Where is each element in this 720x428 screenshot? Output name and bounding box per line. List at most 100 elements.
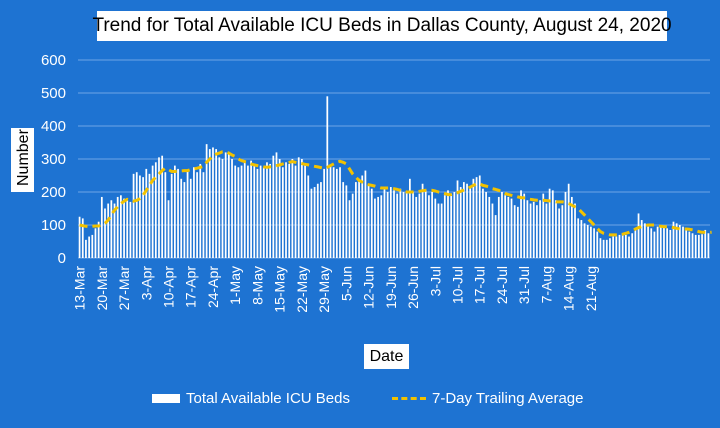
bar <box>561 205 564 258</box>
bar <box>570 196 573 258</box>
x-tick-label: 26-Jun <box>405 266 421 309</box>
bar <box>659 225 662 258</box>
x-tick-label: 1-May <box>227 266 243 305</box>
bar <box>402 192 405 258</box>
bar <box>494 215 497 258</box>
bar <box>453 192 456 258</box>
bar <box>624 234 627 258</box>
bar <box>675 223 678 258</box>
bar <box>218 157 221 258</box>
bar <box>154 162 157 258</box>
bar <box>193 167 195 258</box>
bar <box>307 175 310 258</box>
bar <box>323 168 326 258</box>
bar <box>389 187 392 258</box>
bar <box>224 152 227 258</box>
chart-legend: Total Available ICU Beds 7-Day Trailing … <box>0 388 720 408</box>
bar <box>418 193 421 258</box>
bar <box>526 200 529 258</box>
bar <box>650 228 653 258</box>
bar <box>329 165 332 258</box>
x-tick-label: 12-Jun <box>361 266 377 309</box>
bar <box>472 178 475 258</box>
bar <box>666 228 668 258</box>
bar <box>548 188 551 258</box>
bar <box>256 168 259 258</box>
bar <box>259 165 262 258</box>
bar <box>348 200 351 258</box>
x-tick-label: 5-Jun <box>338 266 354 301</box>
bar <box>586 225 589 258</box>
x-tick-label: 8-May <box>249 266 265 305</box>
chart-title: Trend for Total Available ICU Beds in Da… <box>92 11 672 41</box>
bar <box>370 188 373 258</box>
bar <box>462 182 465 258</box>
bar <box>704 229 707 258</box>
bar <box>345 185 348 258</box>
y-tick-label: 500 <box>41 85 66 102</box>
bar <box>377 196 379 258</box>
bar <box>707 233 710 258</box>
bar <box>504 195 507 258</box>
bar <box>247 165 249 258</box>
bar <box>285 162 287 258</box>
bar <box>332 167 335 258</box>
bar <box>440 203 443 258</box>
bar <box>396 193 399 258</box>
bar <box>173 165 176 258</box>
bar <box>609 238 611 258</box>
bar <box>262 167 265 258</box>
bar <box>231 159 233 258</box>
bar <box>412 192 414 258</box>
bar <box>634 228 637 258</box>
bar <box>180 178 183 258</box>
x-tick-label: 3-Jul <box>427 266 443 296</box>
bar <box>513 205 516 258</box>
bar <box>564 192 567 258</box>
bar <box>688 231 691 258</box>
y-tick-label: 400 <box>41 118 66 135</box>
bar <box>142 177 144 258</box>
bar <box>434 198 437 258</box>
bar <box>205 144 208 258</box>
bar <box>100 196 103 258</box>
bar <box>399 188 402 258</box>
bar <box>240 165 243 258</box>
bar <box>104 208 106 258</box>
bar <box>580 220 583 258</box>
bar <box>529 203 532 258</box>
x-tick-label: 3-Apr <box>138 266 154 301</box>
bar <box>602 239 605 258</box>
bar <box>456 180 459 258</box>
bar <box>669 229 672 258</box>
bar <box>364 170 367 258</box>
bar <box>139 175 141 258</box>
bar <box>415 196 418 258</box>
bar <box>409 178 411 258</box>
bar <box>497 196 500 258</box>
x-tick-label: 17-Apr <box>183 266 199 308</box>
bar <box>577 218 580 258</box>
legend-item-average: 7-Day Trailing Average <box>392 388 583 408</box>
bar <box>342 182 345 258</box>
bar <box>316 183 319 258</box>
x-tick-label: 10-Apr <box>161 266 177 308</box>
bar <box>221 159 224 258</box>
bar <box>621 233 624 258</box>
bar <box>558 208 561 258</box>
x-tick-label: 14-Aug <box>561 266 577 311</box>
bar <box>555 200 557 258</box>
bar <box>272 155 275 258</box>
bar <box>501 192 503 258</box>
bar <box>424 190 427 258</box>
bar <box>129 201 132 258</box>
bar <box>488 196 491 258</box>
bar <box>656 226 659 258</box>
bar <box>170 173 173 258</box>
bar <box>278 159 281 258</box>
y-tick-label: 100 <box>41 217 66 234</box>
bar <box>196 172 198 258</box>
bar <box>593 228 595 258</box>
bar <box>367 185 370 258</box>
bar <box>151 165 154 258</box>
